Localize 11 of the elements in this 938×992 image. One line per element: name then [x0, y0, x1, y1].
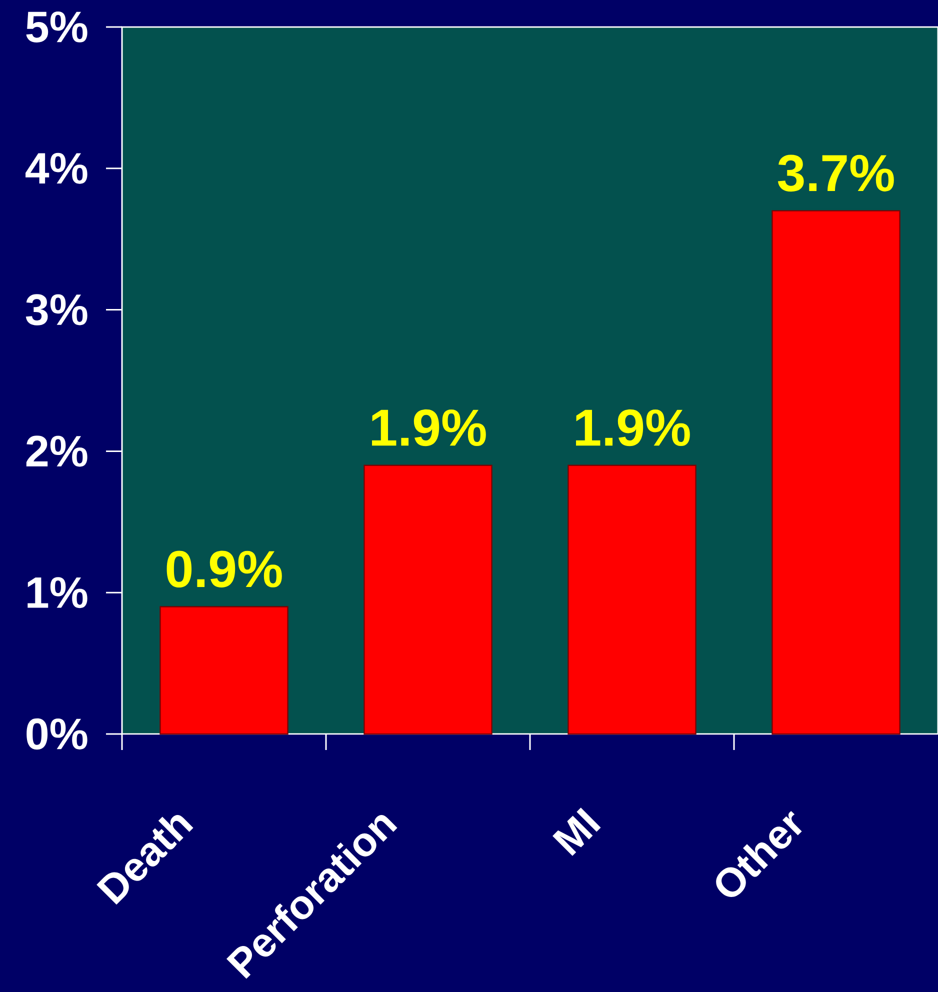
y-tick-label: 2% [26, 436, 88, 467]
data-label: 3.7% [778, 154, 894, 192]
data-label: 1.9% [372, 409, 486, 446]
y-tick-label: 5% [26, 11, 88, 43]
data-label: 0.9% [166, 550, 282, 588]
y-tick-label: 0% [26, 718, 88, 750]
y-tick-label: 1% [28, 577, 88, 608]
y-tick-label: 4% [26, 152, 88, 184]
data-label: 1.9% [576, 409, 690, 446]
y-tick-label: 3% [26, 294, 88, 326]
x-tick-label: MI [552, 808, 601, 856]
